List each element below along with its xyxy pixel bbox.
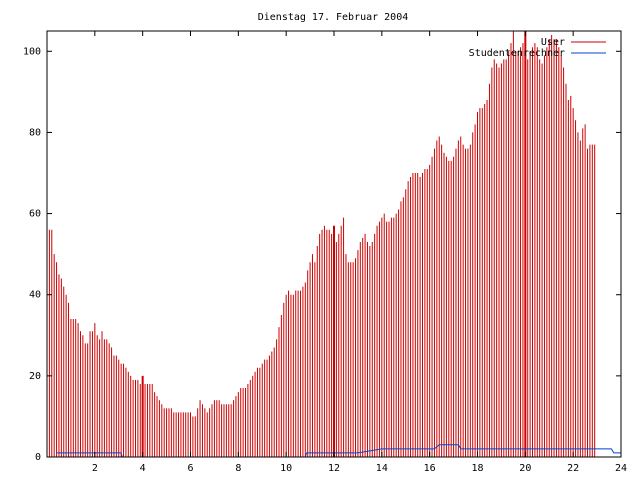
y-tick-label: 20 xyxy=(29,371,41,382)
legend-label-user: User xyxy=(541,37,565,48)
chart-title: Dienstag 17. Februar 2004 xyxy=(258,12,409,23)
legend-label-studentenrechner: Studentenrechner xyxy=(469,48,565,59)
x-tick-label: 4 xyxy=(140,463,146,474)
legend: User Studentenrechner xyxy=(469,37,606,59)
x-axis: 2 4 6 8 10 12 14 16 18 20 22 24 xyxy=(92,31,627,474)
x-tick-label: 8 xyxy=(235,463,241,474)
x-tick-label: 12 xyxy=(328,463,340,474)
x-tick-label: 14 xyxy=(376,463,388,474)
user-bars xyxy=(46,31,596,457)
y-tick-label: 0 xyxy=(35,452,41,463)
y-tick-label: 40 xyxy=(29,290,41,301)
x-tick-label: 6 xyxy=(187,463,193,474)
x-tick-label: 22 xyxy=(567,463,579,474)
x-tick-label: 18 xyxy=(471,463,483,474)
x-tick-label: 24 xyxy=(615,463,627,474)
x-tick-label: 20 xyxy=(519,463,531,474)
y-axis: 0 20 40 60 80 100 xyxy=(23,46,621,463)
y-tick-label: 60 xyxy=(29,209,41,220)
y-tick-label: 100 xyxy=(23,46,41,57)
x-tick-label: 16 xyxy=(424,463,436,474)
y-tick-label: 80 xyxy=(29,127,41,138)
x-tick-label: 2 xyxy=(92,463,98,474)
x-tick-label: 10 xyxy=(280,463,292,474)
